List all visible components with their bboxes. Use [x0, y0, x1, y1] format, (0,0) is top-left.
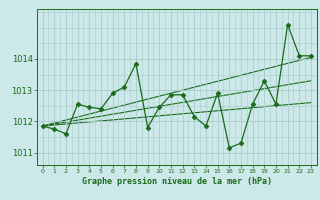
X-axis label: Graphe pression niveau de la mer (hPa): Graphe pression niveau de la mer (hPa) [82, 177, 272, 186]
